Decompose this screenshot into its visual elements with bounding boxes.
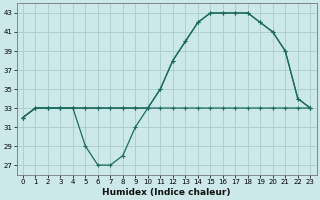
X-axis label: Humidex (Indice chaleur): Humidex (Indice chaleur) bbox=[102, 188, 231, 197]
